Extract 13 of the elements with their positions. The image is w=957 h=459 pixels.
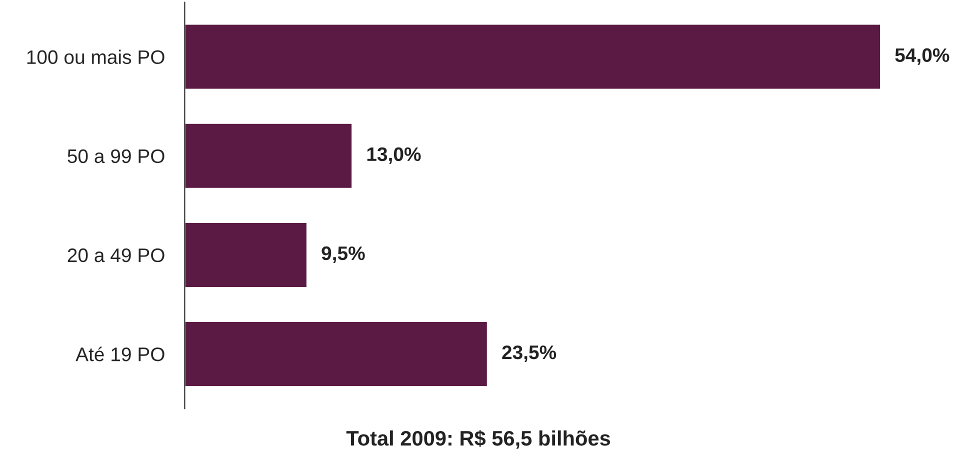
text: Total 2009: R$ 56,5 bilhões <box>346 430 610 449</box>
y-tick-label: 50 a 99 PO <box>68 149 164 164</box>
data-label: 23,5% <box>502 345 556 362</box>
data-label: 9,5% <box>322 246 365 263</box>
bar <box>184 122 353 190</box>
data-label: 13,0% <box>367 147 421 164</box>
y-tick-label: Até 19 PO <box>76 346 164 362</box>
bar <box>184 23 882 90</box>
data-label: 54,0% <box>895 48 950 65</box>
bar <box>184 320 488 388</box>
bar <box>184 222 308 288</box>
y-tick-label: 20 a 49 PO <box>68 248 164 262</box>
y-tick-label: 100 ou mais PO <box>27 50 164 64</box>
